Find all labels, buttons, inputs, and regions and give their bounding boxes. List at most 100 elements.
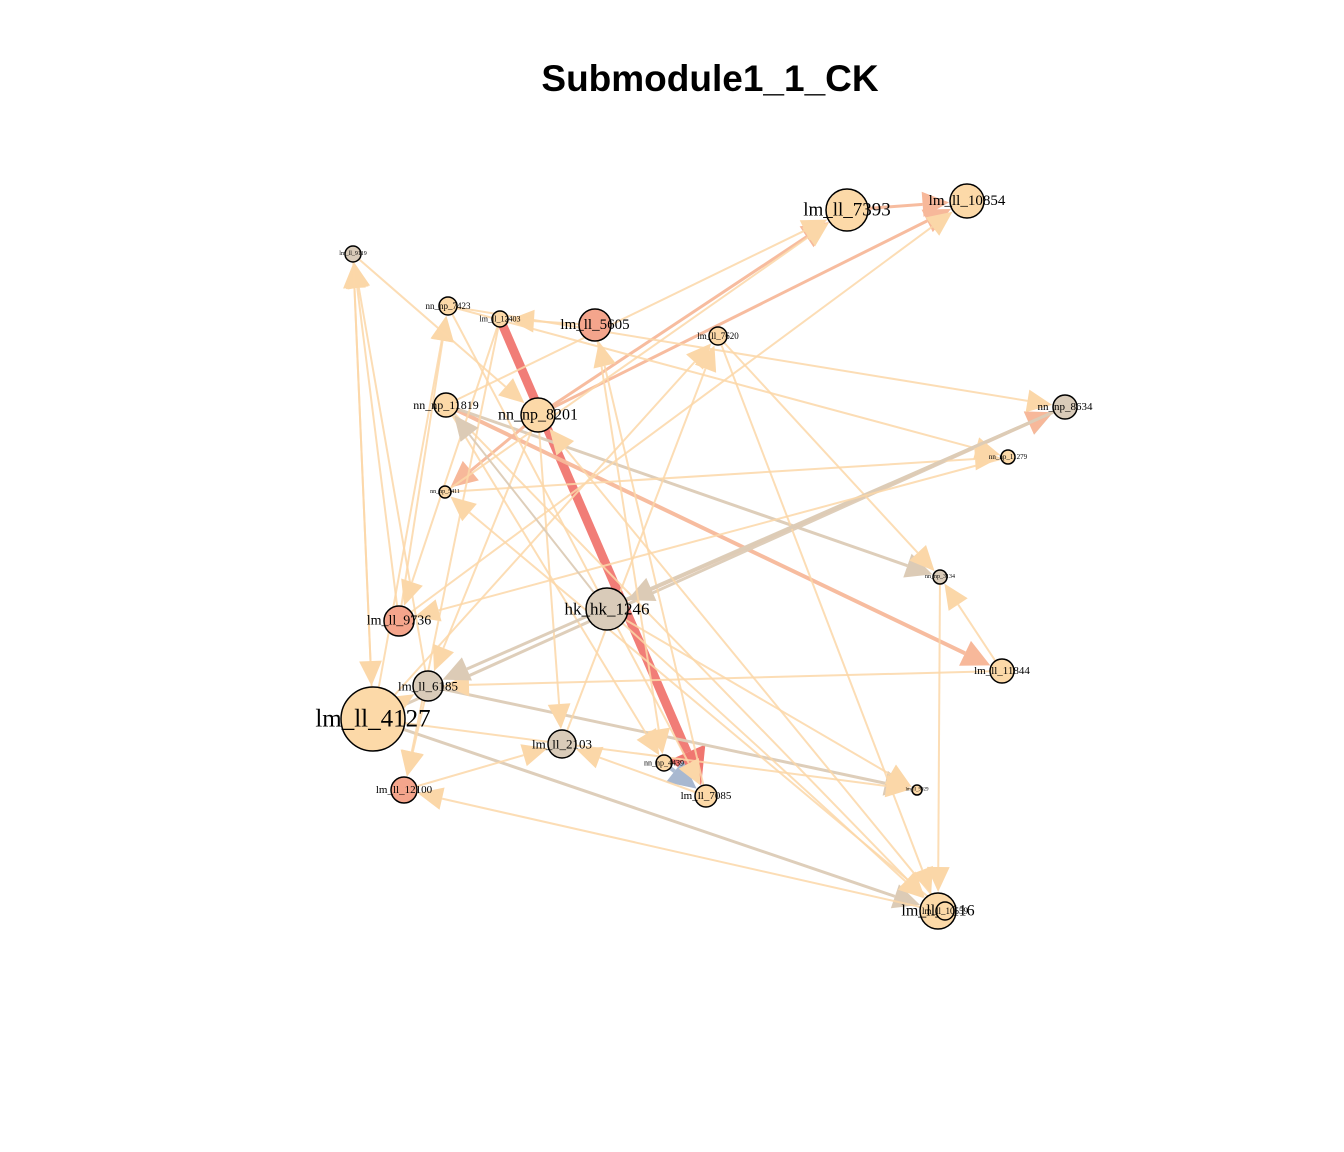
node-circle — [433, 392, 459, 418]
edge-n13-n21 — [606, 608, 912, 787]
edge-arrowhead — [432, 643, 454, 672]
node-label: lm_ll_4127 — [315, 706, 430, 733]
edge-line — [403, 754, 524, 791]
node-circle — [1000, 449, 1016, 465]
edge-arrowhead — [925, 211, 953, 236]
edge-n14-n2 — [345, 262, 400, 622]
edge-line — [357, 287, 429, 687]
edge-line — [537, 219, 928, 417]
edge-n24-n8 — [549, 428, 946, 912]
node-label: lm_ll_12100 — [376, 784, 433, 796]
edge-n17-n23 — [372, 717, 921, 909]
edge-line — [937, 576, 941, 868]
edge-n13-n23 — [606, 608, 924, 899]
node-layer: lm_ll_7393 lm_ll_10854 lm_ll_9119 nn_np_742… — [315, 183, 1094, 930]
edge-arrowhead — [666, 760, 697, 789]
edge-n5-n19 — [594, 324, 670, 755]
node-circle — [491, 310, 509, 328]
edge-line — [599, 756, 707, 797]
edge-n3-n20 — [447, 305, 701, 786]
node-label: nn_np_11819 — [413, 398, 479, 412]
edge-arrowhead — [897, 872, 924, 899]
node-label: lm_ll_7393 — [803, 200, 891, 221]
node-n15: lm_ll_11844 — [974, 658, 1030, 684]
edge-line — [445, 404, 909, 881]
edge-arrowhead — [520, 744, 548, 767]
edge-arrowhead — [801, 222, 829, 247]
node-circle — [578, 308, 612, 342]
edge-arrowhead — [414, 599, 442, 622]
edge-arrowhead — [911, 865, 933, 894]
node-label: lm_ll_7620 — [697, 331, 739, 341]
edge-line — [606, 608, 907, 883]
node-n11: nn_np_5411 — [430, 485, 460, 499]
edge-n4-n14 — [401, 318, 501, 606]
edge-arrowhead — [549, 428, 575, 456]
node-circle — [340, 686, 406, 752]
edge-arrowhead — [926, 866, 950, 893]
node-label: lm_ll_5605 — [560, 317, 629, 333]
edge-n11-n10 — [444, 447, 1001, 493]
node-label: lm_ll_9736 — [367, 614, 432, 629]
node-n17: lm_ll_4127 — [315, 686, 431, 752]
edge-line — [447, 305, 977, 450]
edge-arrowhead — [417, 787, 445, 810]
node-label: lm_ll_6185 — [398, 679, 458, 694]
edge-line — [372, 361, 696, 720]
node-circle — [383, 605, 415, 637]
edge-line — [398, 340, 444, 622]
diagram-title: Submodule1_1_CK — [541, 58, 879, 99]
node-label: lm_ll_9119 — [339, 251, 366, 257]
edge-arrowhead — [678, 757, 701, 786]
edge-n14-n1 — [398, 211, 953, 622]
edge-line — [594, 324, 660, 730]
edge-line — [468, 670, 1003, 686]
node-label: lm_ll_10854 — [929, 193, 1006, 209]
node-n24: lm_ll_10559 — [922, 901, 968, 921]
node-circle — [655, 754, 673, 772]
node-n7: nn_np_11819 — [413, 392, 479, 418]
edge-arrowhead — [959, 640, 991, 666]
edge-line — [603, 365, 707, 797]
edge-n15-n16 — [443, 670, 1003, 697]
node-n8: nn_np_8201 — [498, 397, 578, 433]
node-circle — [932, 569, 948, 585]
node-n16: lm_ll_6185 — [398, 670, 458, 702]
edge-n12-n23 — [926, 576, 950, 893]
edge-line — [537, 414, 561, 705]
node-n2: lm_ll_9119 — [339, 245, 367, 263]
node-label: lm_ll_2103 — [532, 737, 592, 752]
edge-line — [537, 235, 808, 417]
edge-n15-n12 — [944, 583, 1003, 672]
edge-arrowhead — [450, 496, 477, 522]
edge-n18-n6 — [561, 345, 717, 745]
edge-arrowhead — [884, 764, 912, 787]
edge-arrowhead — [547, 703, 571, 730]
edge-line — [438, 456, 1009, 612]
edge-n2-n17 — [352, 253, 382, 687]
edge-arrowhead — [1025, 389, 1053, 413]
node-circle — [547, 729, 577, 759]
edge-line — [445, 404, 648, 735]
node-n1: lm_ll_10854 — [929, 183, 1006, 219]
edge-n23-n22 — [417, 787, 939, 912]
node-n4: lm_ll_12403 — [480, 310, 520, 328]
edge-line — [372, 340, 443, 720]
edge-line — [356, 287, 400, 622]
edge-n10-n14 — [414, 456, 1009, 622]
edge-n17-n2 — [343, 262, 374, 720]
edge-arrowhead — [576, 746, 604, 769]
node-circle — [935, 901, 955, 921]
edge-arrowhead — [450, 460, 479, 488]
node-circle — [708, 326, 728, 346]
node-label: nn_np_8634 — [1038, 401, 1094, 413]
node-label: nn_np_8201 — [498, 407, 578, 424]
node-n20: lm_ll_7085 — [681, 784, 732, 808]
edge-arrowhead — [454, 415, 479, 442]
node-circle — [1052, 394, 1078, 420]
edge-line — [445, 229, 806, 406]
edge-n6-n12 — [717, 335, 935, 572]
node-n14: lm_ll_9736 — [367, 605, 432, 637]
edge-arrowhead — [944, 583, 968, 611]
